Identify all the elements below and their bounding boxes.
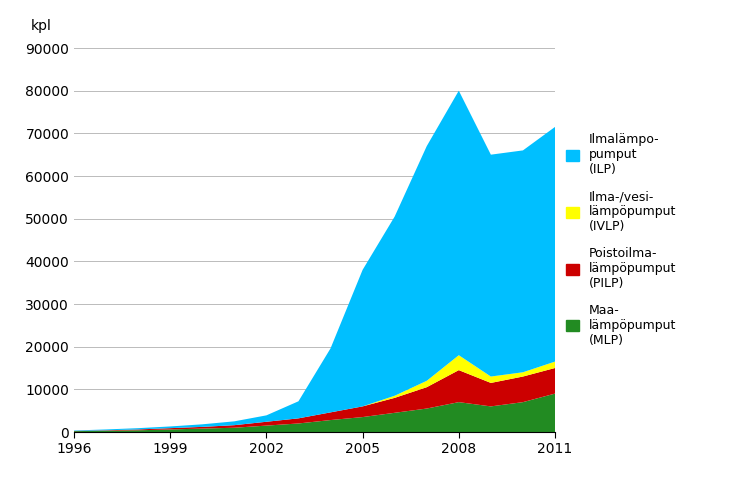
Legend: Ilmalämpo-
pumput
(ILP), Ilma-/vesi-
lämpöpumput
(IVLP), Poistoilma-
lämpöpumput: Ilmalämpo- pumput (ILP), Ilma-/vesi- läm… [566,133,676,347]
Text: kpl: kpl [31,19,52,33]
